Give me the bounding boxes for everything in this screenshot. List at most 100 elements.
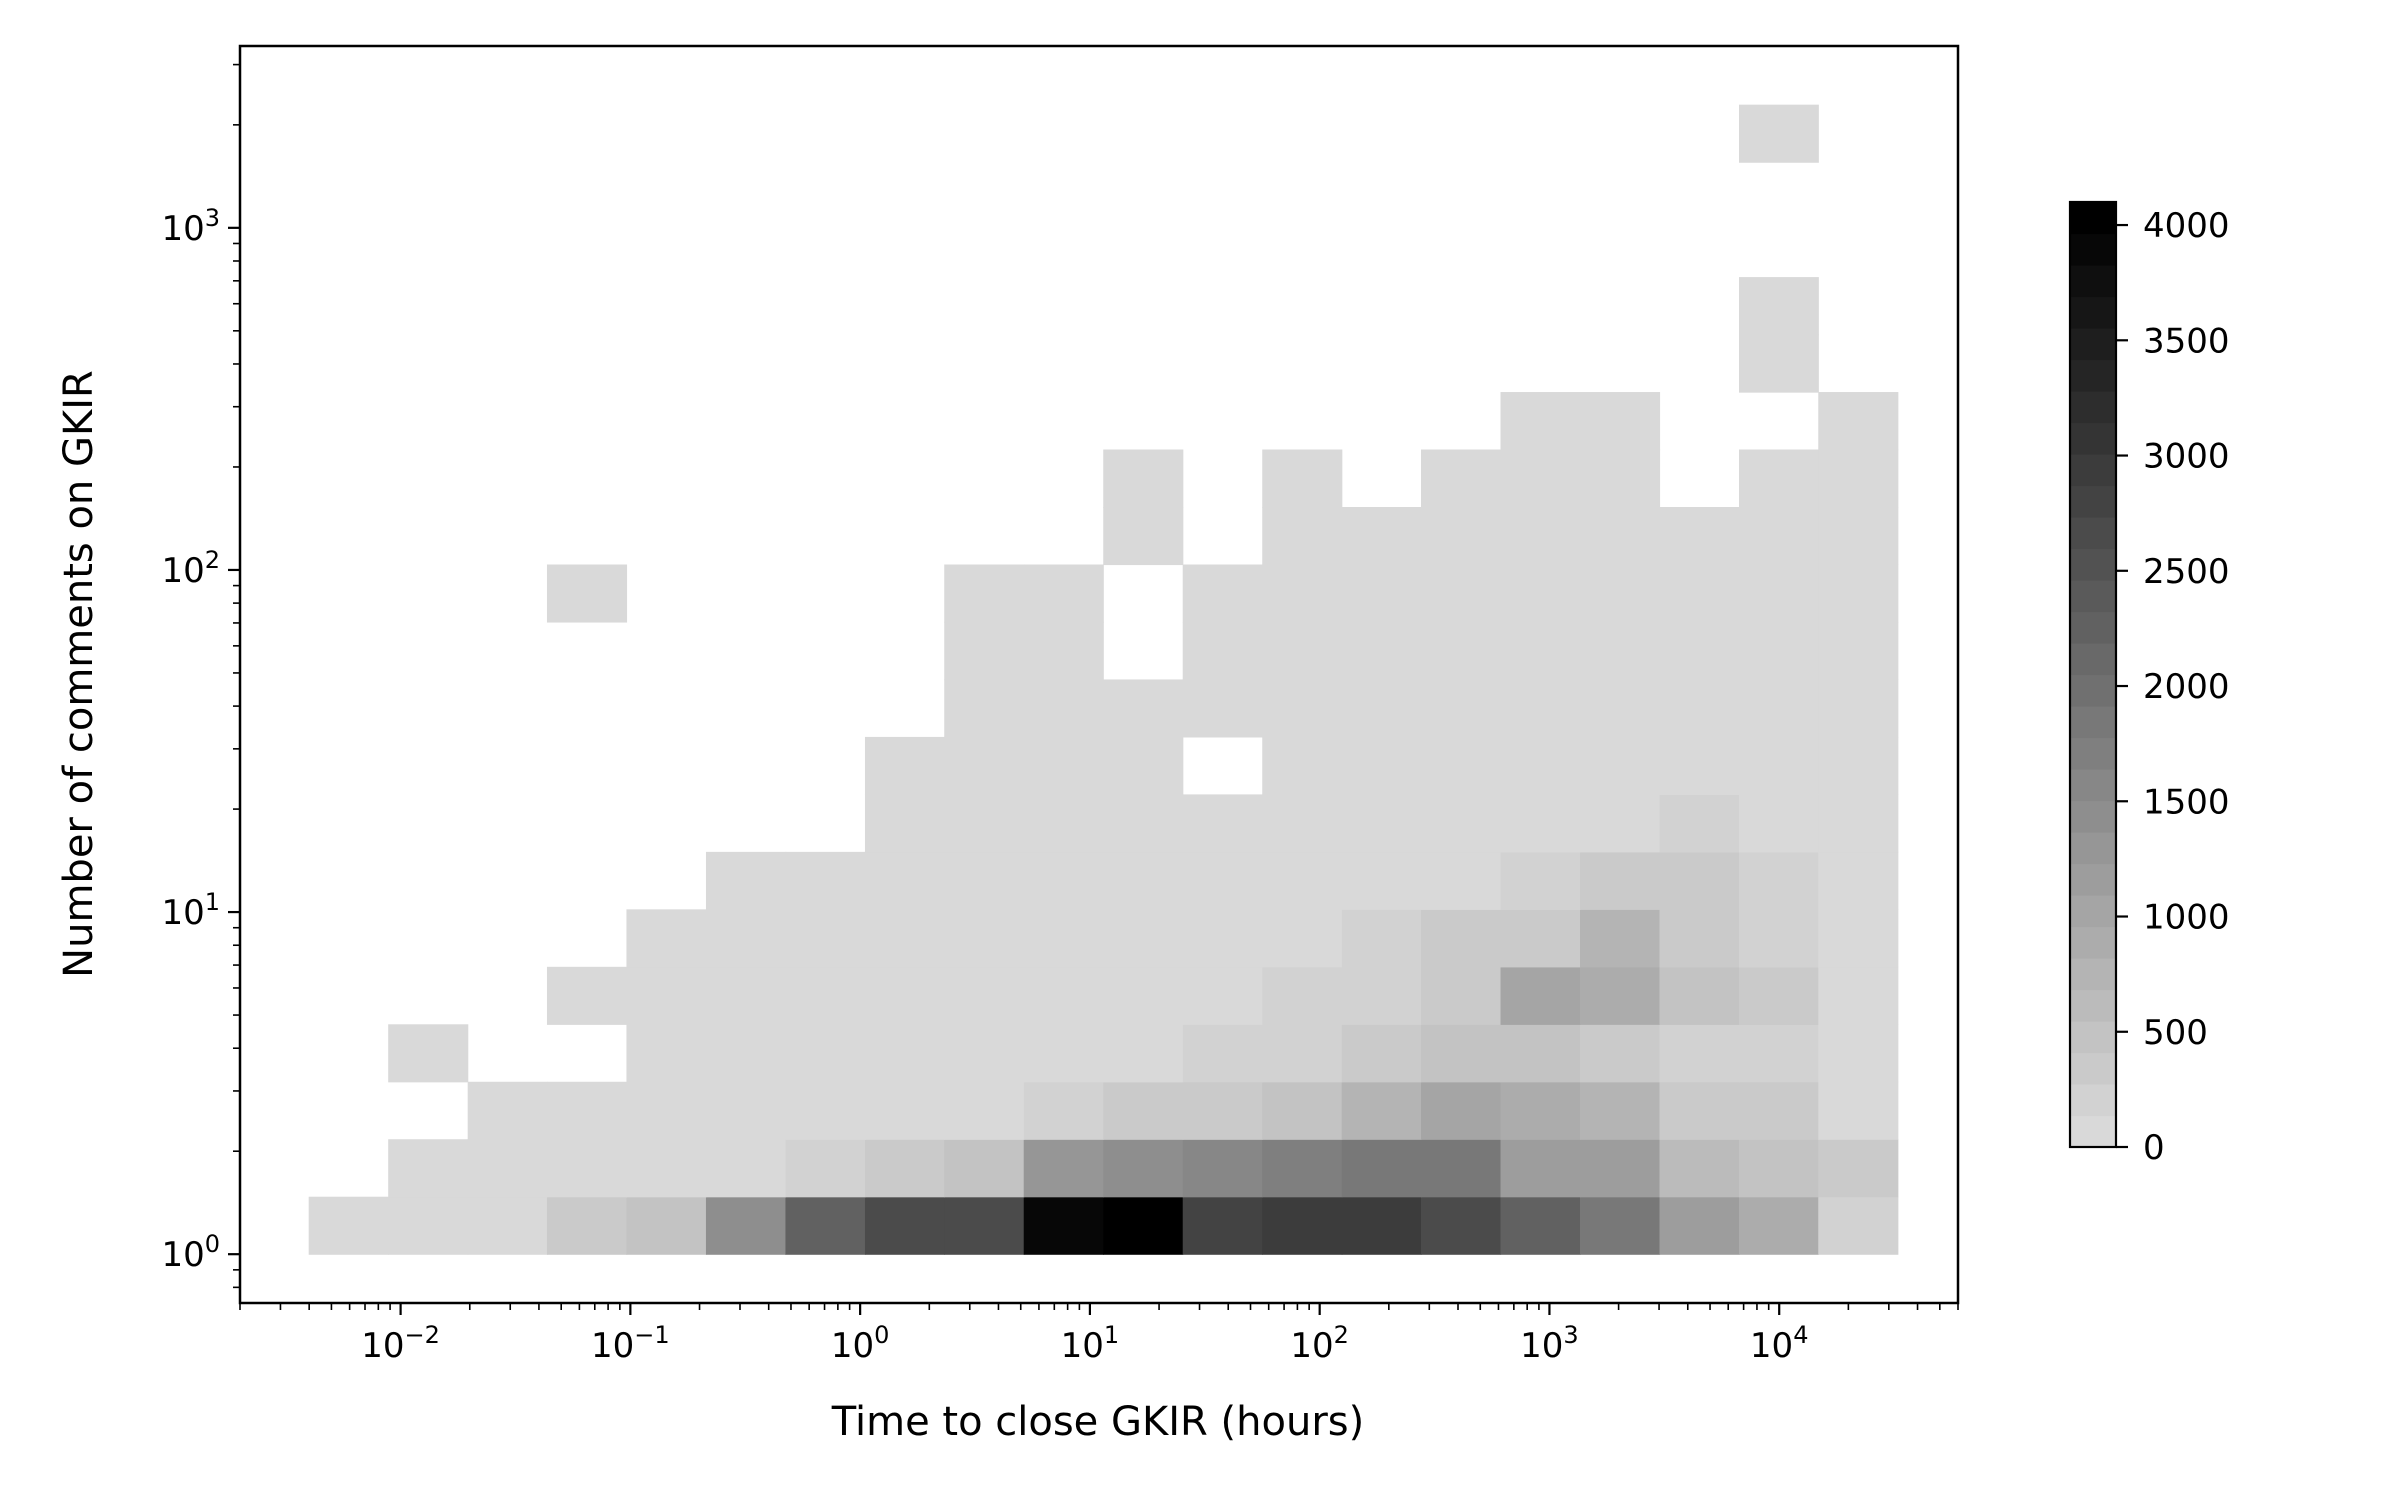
- x-tick-label: 104: [1750, 1321, 1809, 1366]
- y-axis-ticks: 100 101 102 103: [161, 63, 240, 1289]
- heatmap-cell: [1262, 1024, 1343, 1083]
- heatmap-cell: [785, 1139, 866, 1198]
- colorbar-segment: [2070, 800, 2116, 833]
- colorbar-segment: [2070, 1084, 2116, 1117]
- heatmap-cell: [1182, 966, 1263, 1025]
- colorbar-segment: [2070, 454, 2116, 487]
- heatmap-cell: [308, 1196, 389, 1255]
- heatmap-cell: [1659, 621, 1740, 681]
- heatmap-cell: [1262, 1139, 1343, 1198]
- heatmap-cell: [944, 1024, 1025, 1083]
- heatmap-cell: [1182, 679, 1263, 738]
- colorbar-segment: [2070, 391, 2116, 424]
- heatmap-cell: [1341, 1024, 1422, 1083]
- colorbar-tick-label: 3500: [2143, 321, 2230, 361]
- heatmap-cell: [1023, 1024, 1104, 1083]
- heatmap-cell: [1739, 966, 1819, 1025]
- heatmap-cell: [1818, 794, 1899, 853]
- heatmap-cell: [944, 621, 1025, 681]
- heatmap-cell: [1580, 564, 1661, 623]
- heatmap-cell: [1103, 1196, 1184, 1255]
- heatmap-cell: [1739, 104, 1819, 163]
- colorbar-segment: [2070, 674, 2116, 707]
- heatmap-cell: [546, 1196, 628, 1255]
- colorbar-segment: [2070, 1115, 2116, 1148]
- heatmap-cell: [1580, 909, 1661, 968]
- colorbar-segment: [2070, 485, 2116, 518]
- x-tick-label: 100: [831, 1321, 890, 1366]
- colorbar-segment: [2070, 265, 2116, 298]
- heatmap-cell: [1421, 736, 1502, 795]
- y-tick-label: 100: [161, 1230, 220, 1275]
- heatmap-cell: [1023, 1081, 1104, 1140]
- heatmap-cell: [1818, 1139, 1899, 1198]
- colorbar-segment: [2070, 580, 2116, 613]
- heatmap-cell: [1103, 679, 1184, 738]
- y-tick-label: 101: [161, 888, 220, 933]
- heatmap-cell: [1580, 1196, 1661, 1255]
- heatmap-cell: [864, 966, 945, 1025]
- heatmap-cell: [1421, 909, 1502, 968]
- heatmap-cell: [1421, 449, 1502, 508]
- heatmap-cell: [1182, 1139, 1263, 1198]
- heatmap-cell: [1818, 507, 1899, 566]
- heatmap-cell: [1262, 449, 1343, 508]
- heatmap-cell: [1262, 1196, 1343, 1255]
- heatmap-cell: [1580, 621, 1661, 681]
- heatmap-cell: [1580, 679, 1661, 738]
- heatmap-cell: [785, 909, 866, 968]
- x-axis-ticks: 10−2 10−1 100 101 102 103 104: [239, 1303, 1959, 1366]
- colorbar-segment: [2070, 989, 2116, 1022]
- heatmap-cell: [1182, 851, 1263, 910]
- colorbar: 0 500 1000 1500 2000 2500 3000 3500 4000: [2068, 200, 2230, 1168]
- heatmap-cell: [467, 1139, 548, 1198]
- heatmap-cell: [785, 851, 866, 910]
- heatmap-cell: [1500, 449, 1581, 508]
- colorbar-segment: [2070, 958, 2116, 991]
- heatmap-cell: [1659, 1081, 1740, 1140]
- heatmap-cell: [1103, 851, 1184, 910]
- heatmap-cell: [944, 794, 1025, 853]
- heatmap-cell: [1739, 1024, 1819, 1083]
- heatmap-cell: [1580, 1024, 1661, 1083]
- heatmap-cell: [944, 966, 1025, 1025]
- heatmap-cell: [1739, 334, 1819, 393]
- heatmap-cell: [1023, 564, 1104, 623]
- heatmap-cell: [864, 851, 945, 910]
- heatmap-cell: [944, 909, 1025, 968]
- heatmap-cell: [1262, 851, 1343, 910]
- heatmap-cell: [1739, 1139, 1819, 1198]
- heatmap-cell: [1818, 909, 1899, 968]
- heatmap-cell: [1500, 1081, 1581, 1140]
- heatmap-cell: [944, 1139, 1025, 1198]
- heatmap-cell: [705, 1139, 787, 1198]
- heatmap-cell: [705, 851, 787, 910]
- heatmap-cell: [1580, 851, 1661, 910]
- heatmap-cell: [1659, 794, 1740, 853]
- heatmap-cell: [864, 1081, 945, 1140]
- heatmap-cell: [1103, 909, 1184, 968]
- colorbar-segment: [2070, 926, 2116, 959]
- heatmap-cell: [546, 564, 628, 623]
- heatmap-cell: [388, 1196, 469, 1255]
- x-tick-label: 10−2: [361, 1321, 440, 1366]
- heatmap-cell: [1182, 564, 1263, 623]
- heatmap-cell: [1580, 1081, 1661, 1140]
- heatmap-cell: [1341, 621, 1422, 681]
- heatmap-cell: [626, 1139, 707, 1198]
- colorbar-segment: [2070, 863, 2116, 896]
- heatmap-cell: [1262, 794, 1343, 853]
- heatmap-cell: [1580, 449, 1661, 508]
- colorbar-segment: [2070, 769, 2116, 802]
- heatmap-cell: [1739, 909, 1819, 968]
- heatmap-cell: [626, 966, 707, 1025]
- heatmap-cell: [1818, 851, 1899, 910]
- heatmap-cell: [944, 679, 1025, 738]
- heatmap-cell: [1818, 679, 1899, 738]
- heatmap-cell: [1500, 794, 1581, 853]
- heatmap-cell: [1262, 564, 1343, 623]
- heatmap-cell: [1659, 851, 1740, 910]
- heatmap-cell: [1341, 736, 1422, 795]
- heatmap-cell: [1818, 449, 1899, 508]
